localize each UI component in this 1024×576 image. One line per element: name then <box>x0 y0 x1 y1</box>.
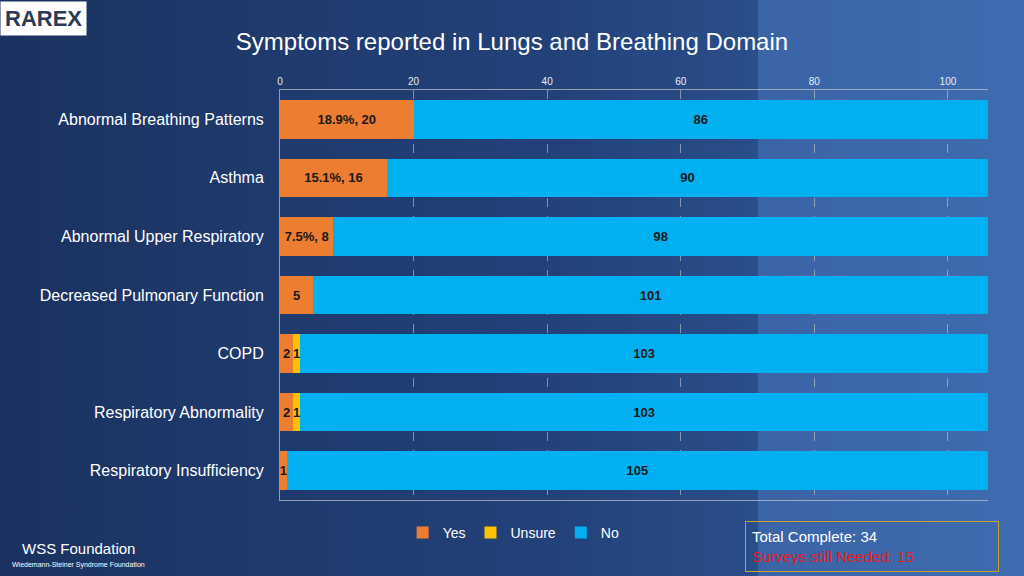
svg-text:Respiratory Abnormality: Respiratory Abnormality <box>94 404 264 421</box>
svg-text:Wiedemann-Steiner Syndrome Fou: Wiedemann-Steiner Syndrome Foundation <box>12 561 145 569</box>
svg-text:Abnormal Upper Respiratory: Abnormal Upper Respiratory <box>61 228 264 245</box>
svg-text:103: 103 <box>633 346 655 361</box>
svg-text:Symptoms reported in Lungs and: Symptoms reported in Lungs and Breathing… <box>236 28 788 55</box>
svg-text:7.5%, 8: 7.5%, 8 <box>285 229 329 244</box>
svg-text:Decreased Pulmonary Function: Decreased Pulmonary Function <box>40 287 264 304</box>
svg-text:100: 100 <box>940 76 957 87</box>
svg-text:Total Complete: 34Surveys stil: Total Complete: 34Surveys still Needed: … <box>752 528 914 565</box>
svg-text:60: 60 <box>675 76 687 87</box>
svg-text:20: 20 <box>408 76 420 87</box>
svg-text:No: No <box>601 525 619 541</box>
svg-text:1: 1 <box>280 463 287 478</box>
svg-text:RAREX: RAREX <box>5 6 82 31</box>
svg-text:Unsure: Unsure <box>510 525 555 541</box>
svg-text:WSS Foundation: WSS Foundation <box>22 540 135 557</box>
svg-text:90: 90 <box>680 170 694 185</box>
svg-text:15.1%, 16: 15.1%, 16 <box>304 170 363 185</box>
svg-text:101: 101 <box>640 288 662 303</box>
svg-text:Yes: Yes <box>443 525 466 541</box>
svg-text:0: 0 <box>277 76 283 87</box>
svg-text:COPD: COPD <box>218 345 264 362</box>
svg-text:18.9%, 20: 18.9%, 20 <box>318 112 377 127</box>
svg-text:Abnormal Breathing Patterns: Abnormal Breathing Patterns <box>58 111 263 128</box>
svg-text:1: 1 <box>293 405 300 420</box>
svg-text:2: 2 <box>283 346 290 361</box>
svg-text:86: 86 <box>694 112 708 127</box>
svg-text:105: 105 <box>626 463 648 478</box>
svg-text:40: 40 <box>542 76 554 87</box>
svg-text:2: 2 <box>283 405 290 420</box>
svg-text:98: 98 <box>653 229 667 244</box>
svg-text:5: 5 <box>293 288 300 303</box>
svg-text:1: 1 <box>293 346 300 361</box>
svg-text:Respiratory Insufficiency: Respiratory Insufficiency <box>90 462 264 479</box>
svg-text:80: 80 <box>809 76 821 87</box>
svg-text:Asthma: Asthma <box>210 169 264 186</box>
svg-text:103: 103 <box>633 405 655 420</box>
